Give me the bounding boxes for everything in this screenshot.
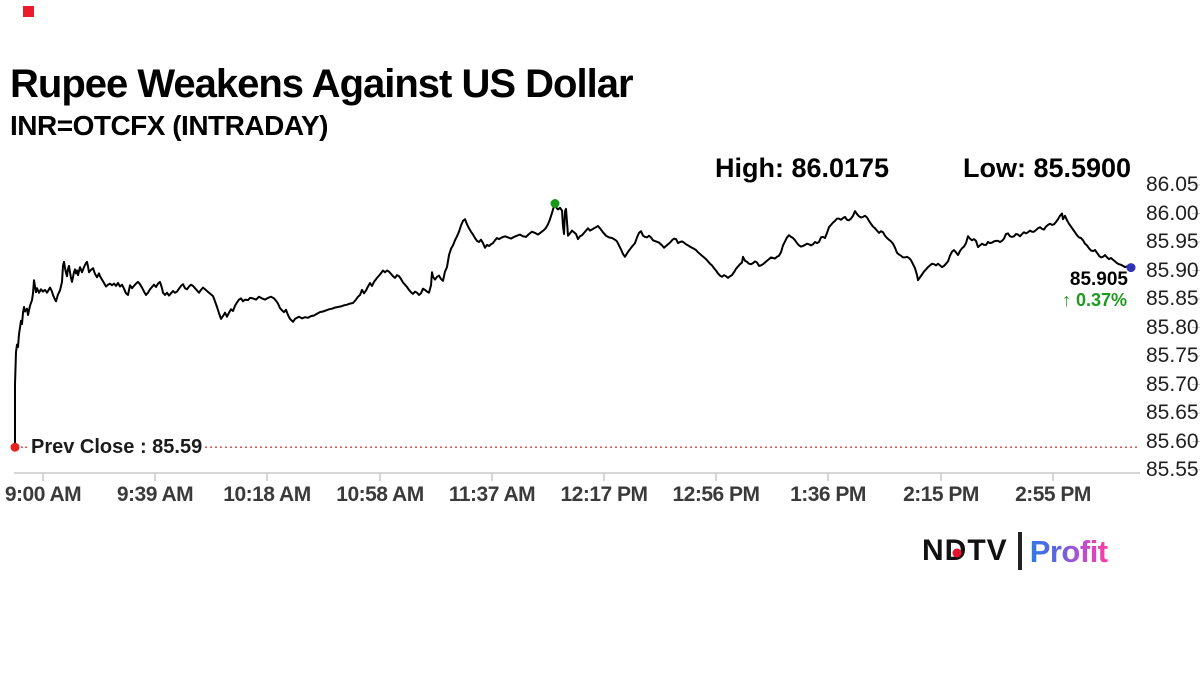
x-axis-label: 1:36 PM <box>790 483 866 506</box>
x-axis-label: 9:00 AM <box>4 483 82 506</box>
x-axis-label: 2:15 PM <box>903 483 979 506</box>
open-marker-dot <box>10 442 20 452</box>
chart-symbol-subtitle: INR=OTCFX (INTRADAY) <box>10 110 328 141</box>
last-change-label: ↑ 0.37% <box>1061 290 1127 310</box>
x-axis-label: 10:18 AM <box>223 483 311 506</box>
y-axis-label: 85.70 <box>1146 372 1199 396</box>
x-axis-label: 2:55 PM <box>1015 483 1091 506</box>
x-axis-label: 12:17 PM <box>560 483 648 506</box>
x-axis-label: 12:56 PM <box>672 483 760 506</box>
high-marker-dot <box>550 199 560 208</box>
y-axis-label: 85.65 <box>1146 401 1199 424</box>
logo-divider-bar <box>1017 532 1022 570</box>
ndtv-letter-n: N <box>922 534 945 567</box>
ndtv-wordmark: NDTV <box>922 536 1008 566</box>
y-axis-label: 85.90 <box>1146 258 1199 282</box>
y-axis-label: 85.95 <box>1146 230 1199 253</box>
last-marker-dot <box>1126 263 1136 273</box>
y-axis-label: 85.75 <box>1146 344 1199 367</box>
ndtv-red-dot-icon <box>952 548 962 558</box>
profit-wordmark: Profit <box>1029 533 1108 569</box>
price-line <box>14 202 1133 449</box>
ndtv-profit-logo: NDTV Profit <box>922 528 1108 574</box>
x-axis-label: 10:58 AM <box>336 483 424 506</box>
low-value-label: Low: 85.5900 <box>963 153 1132 183</box>
y-axis-label: 85.85 <box>1146 287 1199 310</box>
ndtv-letters-tv: TV <box>967 534 1008 567</box>
x-axis-label: 9:39 AM <box>116 483 194 506</box>
ndtv-letter-d: D <box>945 536 968 566</box>
y-axis-label: 85.55 <box>1146 458 1199 481</box>
page-title: Rupee Weakens Against US Dollar <box>10 62 634 106</box>
y-axis-label: 85.80 <box>1146 315 1199 339</box>
y-axis-label: 86.05 <box>1146 173 1199 196</box>
corner-red-square <box>23 6 34 17</box>
y-axis-label: 86.00 <box>1146 201 1199 225</box>
x-axis-label: 11:37 AM <box>448 483 536 506</box>
prev-close-label: Prev Close : 85.59 <box>31 436 203 458</box>
y-axis-label: 85.60 <box>1146 429 1199 453</box>
last-price-label: 85.905 <box>1069 269 1128 290</box>
high-value-label: High: 86.0175 <box>715 153 890 183</box>
